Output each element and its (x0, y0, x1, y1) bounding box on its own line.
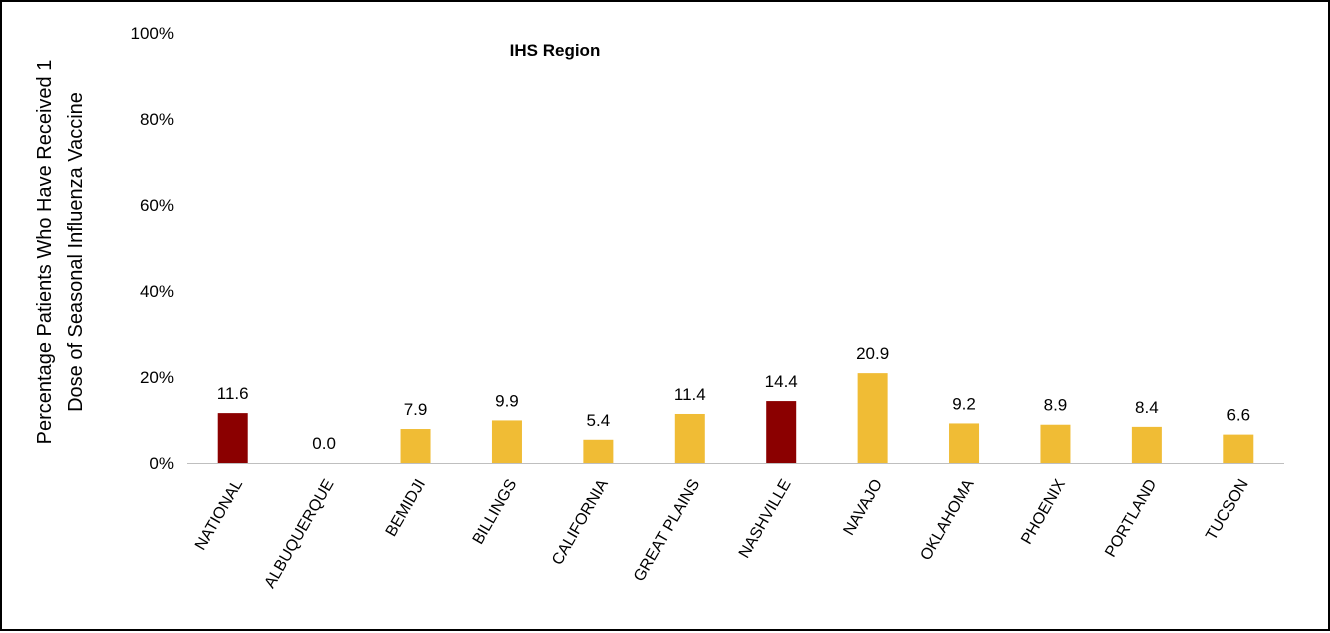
data-label: 7.9 (404, 400, 428, 419)
category-label: ALBUQUERQUE (262, 477, 338, 592)
category-label: NATIONAL (192, 476, 246, 553)
data-label: 14.4 (765, 372, 798, 391)
bar (1223, 435, 1253, 463)
bars (218, 373, 1254, 463)
category-label: OKLAHOMA (917, 476, 977, 563)
y-axis-label-line-2: Dose of Seasonal Influenza Vaccine (65, 92, 87, 412)
category-label: NAVAJO (841, 477, 887, 539)
data-label: 9.2 (952, 394, 976, 413)
y-tick-label: 0% (149, 454, 174, 473)
data-label: 11.6 (217, 384, 249, 403)
bar (1132, 427, 1162, 463)
data-label: 9.9 (495, 391, 519, 410)
data-label: 5.4 (587, 411, 611, 430)
category-label: BEMIDJI (383, 477, 429, 540)
y-tick-label: 40% (140, 282, 174, 301)
category-label: TUCSON (1203, 477, 1252, 544)
y-axis-ticks: 0% 20% 40% 60% 80% 100% (131, 24, 174, 473)
y-tick-label: 100% (131, 24, 174, 43)
data-label: 8.4 (1135, 398, 1159, 417)
data-label: 20.9 (856, 344, 889, 363)
bar (492, 420, 522, 463)
y-axis-label-line-1: Percentage Patients Who Have Received 1 (34, 60, 56, 445)
y-tick-label: 20% (140, 368, 174, 387)
data-labels: 11.6 0.0 7.9 9.9 5.4 11.4 14.4 20.9 9.2 8.9 8.4 6.6 (217, 344, 1250, 453)
data-label: 8.9 (1044, 396, 1068, 415)
data-label: 6.6 (1226, 406, 1250, 425)
category-label: NASHVILLE (736, 477, 795, 562)
chart-title: IHS Region (510, 41, 601, 60)
category-label: CALIFORNIA (549, 476, 612, 568)
bar (218, 413, 248, 463)
category-label: PORTLAND (1102, 477, 1160, 561)
bar (766, 401, 796, 463)
bar (583, 440, 613, 463)
data-label: 11.4 (674, 385, 706, 404)
bar (1040, 425, 1070, 463)
bar (675, 414, 705, 463)
y-tick-label: 60% (140, 196, 174, 215)
bar (401, 429, 431, 463)
bar (858, 373, 888, 463)
data-label: 0.0 (312, 434, 336, 453)
y-tick-label: 80% (140, 110, 174, 129)
category-label: PHOENIX (1018, 476, 1069, 547)
y-axis-label: Percentage Patients Who Have Received 1 … (34, 60, 87, 445)
category-label: BILLINGS (470, 477, 521, 548)
category-label: GREAT PLAINS (631, 477, 703, 585)
category-labels: NATIONAL ALBUQUERQUE BEMIDJI BILLINGS CALIFO… (192, 476, 1252, 591)
bar (949, 423, 979, 463)
